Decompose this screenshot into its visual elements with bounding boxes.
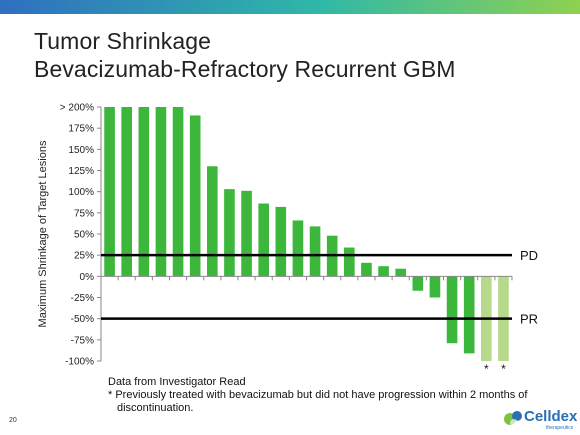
logo-mark-icon <box>504 411 522 427</box>
y-tick-label: -50% <box>71 314 94 325</box>
bar <box>155 107 167 277</box>
y-tick-label: 75% <box>74 208 94 219</box>
logo-tagline: therapeutics <box>546 425 574 431</box>
bar <box>224 189 235 277</box>
bar <box>104 107 115 277</box>
bar <box>121 107 132 277</box>
y-tick-label: -25% <box>71 293 94 304</box>
bar <box>361 262 372 277</box>
reference-label-pr: PR <box>520 312 538 327</box>
bar <box>412 276 424 291</box>
y-tick-label: 150% <box>68 145 94 156</box>
bar <box>309 226 321 277</box>
slide-title-line-1: Tumor Shrinkage <box>34 28 212 54</box>
bar <box>189 115 201 277</box>
bar-star-marker: * <box>484 362 489 376</box>
bar <box>138 107 150 277</box>
y-tick-label: -75% <box>71 335 94 346</box>
bar <box>395 268 406 277</box>
bar <box>292 220 304 277</box>
bar <box>446 276 458 344</box>
bar <box>275 206 287 277</box>
logo-wordmark: Celldex <box>524 408 578 425</box>
waterfall-chart: > 200% 175% 150% 125% 100% 75% 50% 25% 0% -25% -50… <box>37 103 538 377</box>
y-tick-label: 0% <box>80 272 95 283</box>
y-tick-label: -100% <box>65 357 94 368</box>
y-tick-label: 50% <box>74 230 94 241</box>
page-number: 20 <box>9 417 17 424</box>
header-accent-bar <box>0 0 580 14</box>
y-tick-label: 25% <box>74 251 94 262</box>
bar <box>344 247 355 277</box>
bar <box>241 190 252 277</box>
y-tick-label: > 200% <box>60 103 94 114</box>
bar <box>172 107 184 277</box>
slide-title-line-2: Bevacizumab-Refractory Recurrent GBM <box>34 56 456 82</box>
bar <box>463 276 475 354</box>
y-tick-label: 175% <box>68 124 94 135</box>
y-axis-title: Maximum Shrinkage of Target Lesions <box>37 140 49 327</box>
bar <box>378 266 389 277</box>
footnote-asterisk: * Previously treated with bevacizumab bu… <box>108 389 528 401</box>
company-logo: Celldex therapeutics <box>502 407 578 431</box>
bar <box>258 203 269 277</box>
footnote-asterisk-continued: discontinuation. <box>117 402 194 414</box>
bar-star-marker: * <box>501 362 506 376</box>
reference-label-pd: PD <box>520 248 538 263</box>
footnote-source: Data from Investigator Read <box>108 376 246 388</box>
bar <box>207 166 218 277</box>
y-tick-label: 125% <box>68 166 94 177</box>
bar <box>429 276 441 298</box>
y-tick-label: 100% <box>68 187 94 198</box>
